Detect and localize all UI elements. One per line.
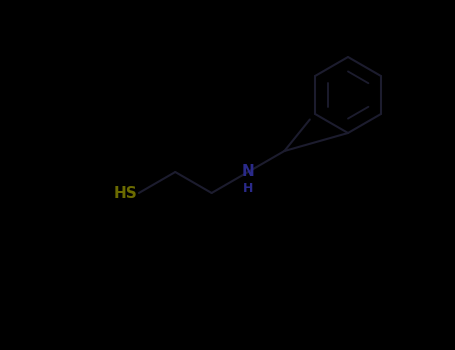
Text: N: N [242, 164, 254, 180]
Text: H: H [243, 182, 253, 195]
Text: HS: HS [113, 186, 137, 201]
